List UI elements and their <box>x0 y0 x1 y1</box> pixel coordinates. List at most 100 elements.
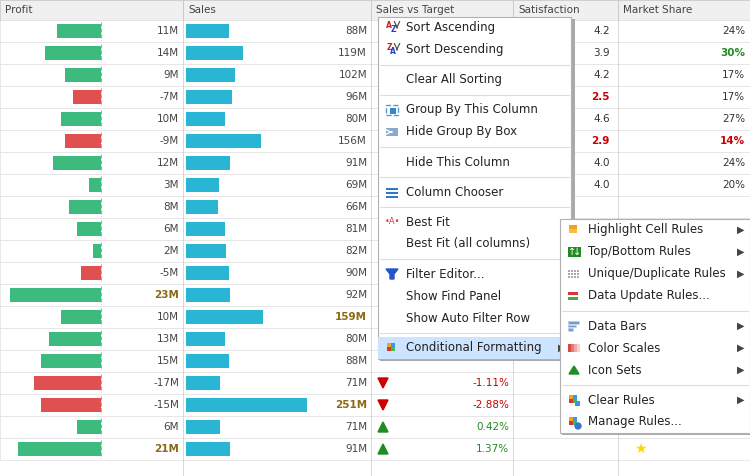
Text: Market Share: Market Share <box>623 5 692 15</box>
Bar <box>568 325 576 327</box>
Text: -7M: -7M <box>160 92 179 102</box>
Bar <box>571 270 573 272</box>
Bar <box>568 270 570 272</box>
Bar <box>186 332 225 346</box>
Bar <box>69 200 100 214</box>
Text: 6M: 6M <box>164 224 179 234</box>
Bar <box>391 347 395 351</box>
Bar <box>186 420 220 434</box>
Text: 92M: 92M <box>345 290 367 300</box>
Bar <box>65 134 100 148</box>
Bar <box>77 222 101 236</box>
Text: 4.0: 4.0 <box>593 158 610 168</box>
Text: 11M: 11M <box>157 26 179 36</box>
Bar <box>568 328 573 330</box>
Bar <box>57 24 100 38</box>
Bar <box>41 354 101 368</box>
Bar <box>568 321 579 324</box>
Text: Data Update Rules...: Data Update Rules... <box>588 289 710 303</box>
Bar <box>380 19 575 361</box>
Bar <box>387 347 391 351</box>
Bar <box>386 192 398 194</box>
Bar <box>573 395 577 399</box>
Text: 10M: 10M <box>157 312 179 322</box>
Polygon shape <box>378 400 388 410</box>
Bar <box>568 273 570 275</box>
Text: 17%: 17% <box>722 92 745 102</box>
Text: 159M: 159M <box>335 312 367 322</box>
Bar <box>0 394 750 416</box>
Bar <box>46 46 100 60</box>
Bar <box>574 273 576 275</box>
Text: ★: ★ <box>634 442 646 456</box>
Text: ▶: ▶ <box>736 343 744 353</box>
Text: Conditional Formatting: Conditional Formatting <box>406 341 542 355</box>
Bar <box>186 398 308 412</box>
Text: Data Bars: Data Bars <box>588 319 646 333</box>
Text: Best Fit: Best Fit <box>406 216 450 228</box>
Text: 71M: 71M <box>345 378 367 388</box>
Bar <box>186 244 226 258</box>
Text: ↓: ↓ <box>573 247 581 257</box>
Bar <box>183 0 371 20</box>
Text: 2.9: 2.9 <box>592 136 610 146</box>
Text: Group By This Column: Group By This Column <box>406 103 538 117</box>
Text: 4.2: 4.2 <box>593 26 610 36</box>
Bar <box>569 421 573 425</box>
Text: Hide Group By Box: Hide Group By Box <box>406 126 517 139</box>
Text: 82M: 82M <box>345 246 367 256</box>
Text: 90M: 90M <box>345 268 367 278</box>
Bar <box>577 276 579 278</box>
Text: 27%: 27% <box>722 114 745 124</box>
Bar <box>0 196 750 218</box>
Text: 69M: 69M <box>345 180 367 190</box>
Bar <box>575 401 580 406</box>
Bar <box>571 276 573 278</box>
Bar <box>186 178 219 192</box>
Bar <box>186 200 218 214</box>
Bar <box>569 229 573 233</box>
Bar <box>577 270 579 272</box>
Bar <box>571 273 573 275</box>
Bar <box>378 337 571 359</box>
Text: 0.42%: 0.42% <box>476 422 509 432</box>
Text: 1.37%: 1.37% <box>476 444 509 454</box>
Text: 3M: 3M <box>164 180 179 190</box>
Bar <box>50 332 100 346</box>
Text: 96M: 96M <box>345 92 367 102</box>
Polygon shape <box>378 422 388 432</box>
Bar <box>186 376 220 390</box>
Text: Satisfaction: Satisfaction <box>518 5 580 15</box>
Bar <box>386 105 398 115</box>
Bar <box>0 350 750 372</box>
Polygon shape <box>386 269 398 279</box>
Bar <box>0 372 750 394</box>
Polygon shape <box>569 366 579 374</box>
Text: 17%: 17% <box>722 70 745 80</box>
Text: 251M: 251M <box>334 400 367 410</box>
Bar <box>574 344 577 352</box>
Text: 4.6: 4.6 <box>593 114 610 124</box>
Bar <box>577 273 579 275</box>
Bar <box>0 20 750 42</box>
Text: Highlight Cell Rules: Highlight Cell Rules <box>588 224 704 237</box>
Bar <box>0 240 750 262</box>
Text: 81M: 81M <box>345 224 367 234</box>
Bar <box>186 90 232 104</box>
Bar <box>573 225 577 229</box>
Bar <box>569 225 573 229</box>
Text: 80M: 80M <box>345 334 367 344</box>
Text: 4.2: 4.2 <box>593 70 610 80</box>
Bar <box>568 292 578 295</box>
Text: -17M: -17M <box>153 378 179 388</box>
Bar <box>93 244 100 258</box>
Text: Z: Z <box>390 26 396 34</box>
Bar <box>574 276 576 278</box>
Text: -9M: -9M <box>160 136 179 146</box>
Text: Color Scales: Color Scales <box>588 341 660 355</box>
Text: Sales vs Target: Sales vs Target <box>376 5 454 15</box>
Bar <box>186 442 230 456</box>
Bar <box>186 310 262 324</box>
Bar <box>573 399 577 403</box>
Bar <box>186 24 229 38</box>
